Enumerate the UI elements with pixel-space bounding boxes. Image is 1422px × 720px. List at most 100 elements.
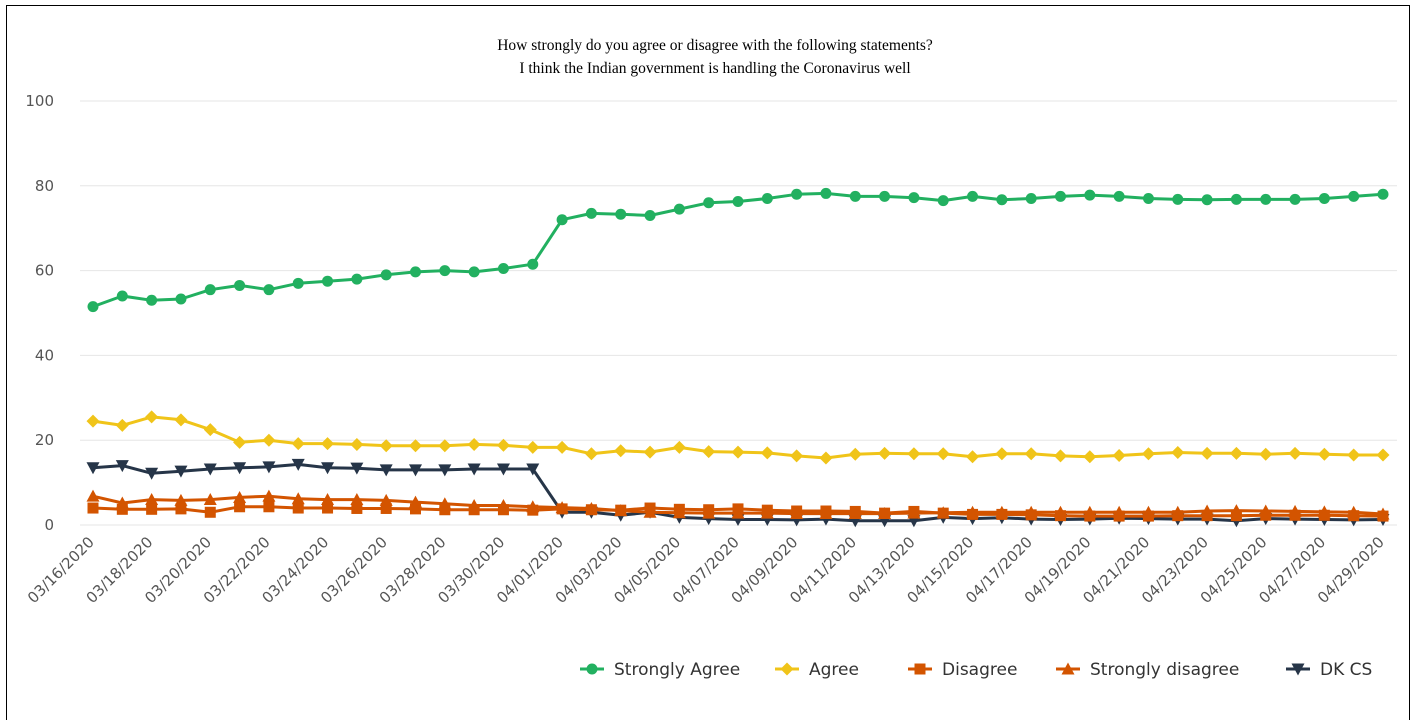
data-point [467,463,481,476]
data-point [731,445,745,459]
data-point [849,190,861,202]
legend: Strongly Agree Agree Disagree Strongly disa… [580,660,1372,680]
data-point [848,447,862,461]
data-point [996,508,1008,520]
legend-item-disagree[interactable]: Disagree [908,660,1017,680]
data-point [350,437,364,451]
data-point [585,504,597,516]
data-point [1288,446,1302,460]
data-point [321,437,335,451]
y-tick-label: 20 [35,431,54,449]
data-point [145,467,159,480]
series-strongly-agree [87,187,1389,313]
chart-title: How strongly do you agree or disagree wi… [497,37,933,54]
data-point [1318,509,1330,521]
data-point [1318,193,1330,205]
data-point [907,447,921,461]
data-point [1289,509,1301,521]
data-point [438,439,452,453]
data-point [967,508,979,520]
data-point [203,463,217,476]
data-point [1376,448,1390,462]
legend-marker [1061,662,1075,675]
data-point [761,504,773,516]
data-point [1055,510,1066,522]
y-tick-label: 40 [35,346,54,364]
data-point [555,440,569,454]
data-point [615,504,627,516]
data-point [644,209,656,221]
data-point [1112,448,1126,462]
data-point [468,504,480,516]
data-point [937,507,949,519]
data-point [204,284,216,296]
data-point [878,446,892,460]
legend-item-strongly-agree[interactable]: Strongly Agree [580,660,740,680]
data-point [468,266,480,278]
legend-item-agree[interactable]: Agree [775,660,859,680]
data-point [497,504,509,516]
data-point [966,450,980,464]
data-point [263,284,275,296]
data-point [673,203,685,215]
data-point [1172,193,1184,205]
y-tick-label: 60 [35,262,54,280]
data-point [439,265,451,277]
series-disagree [87,501,1389,522]
data-point [350,462,364,475]
data-point [86,489,100,502]
data-point [1025,193,1037,205]
data-point [526,463,540,476]
chart-subtitle: I think the Indian government is handlin… [519,60,910,77]
data-point [174,413,188,427]
legend-label: Strongly Agree [614,660,740,680]
data-point [1259,447,1273,461]
data-point [175,503,187,515]
data-point [497,262,509,274]
data-point [732,195,744,207]
data-point [703,504,715,516]
data-point [291,492,305,505]
grid-lines [80,100,1397,526]
data-point [115,460,129,473]
chart-frame [6,5,1410,720]
data-point [761,193,773,205]
y-axis-ticks: 0 20 40 60 80 100 [25,92,54,534]
data-point [790,449,804,463]
data-point [791,188,803,200]
data-point [791,505,803,517]
data-point [908,505,920,517]
data-point [1377,510,1389,522]
data-point [203,493,217,506]
data-point [908,192,920,204]
data-point [262,433,276,447]
x-axis-ticks: 03/16/202003/18/202003/20/202003/22/2020… [24,533,1388,607]
data-point [439,504,451,516]
data-point [379,439,393,453]
data-point [819,451,833,465]
data-point [1113,190,1125,202]
data-point [936,447,950,461]
data-point [760,446,774,460]
data-point [321,462,335,475]
data-point [1230,510,1242,522]
legend-item-strongly-disagree[interactable]: Strongly disagree [1056,660,1239,680]
data-point [673,503,685,515]
data-point [467,437,481,451]
data-point [321,493,335,506]
data-point [879,507,891,519]
data-point [87,502,99,514]
y-tick-label: 0 [44,516,54,534]
data-point [1113,510,1125,522]
data-point [234,279,246,291]
data-point [174,493,188,506]
data-point [644,502,656,514]
data-point [409,439,422,453]
data-point [1084,189,1096,201]
data-point [116,290,128,302]
legend-item-dk-cs[interactable]: DK CS [1286,660,1372,680]
data-point [1347,448,1361,462]
data-point [87,301,99,313]
data-point [527,504,539,516]
